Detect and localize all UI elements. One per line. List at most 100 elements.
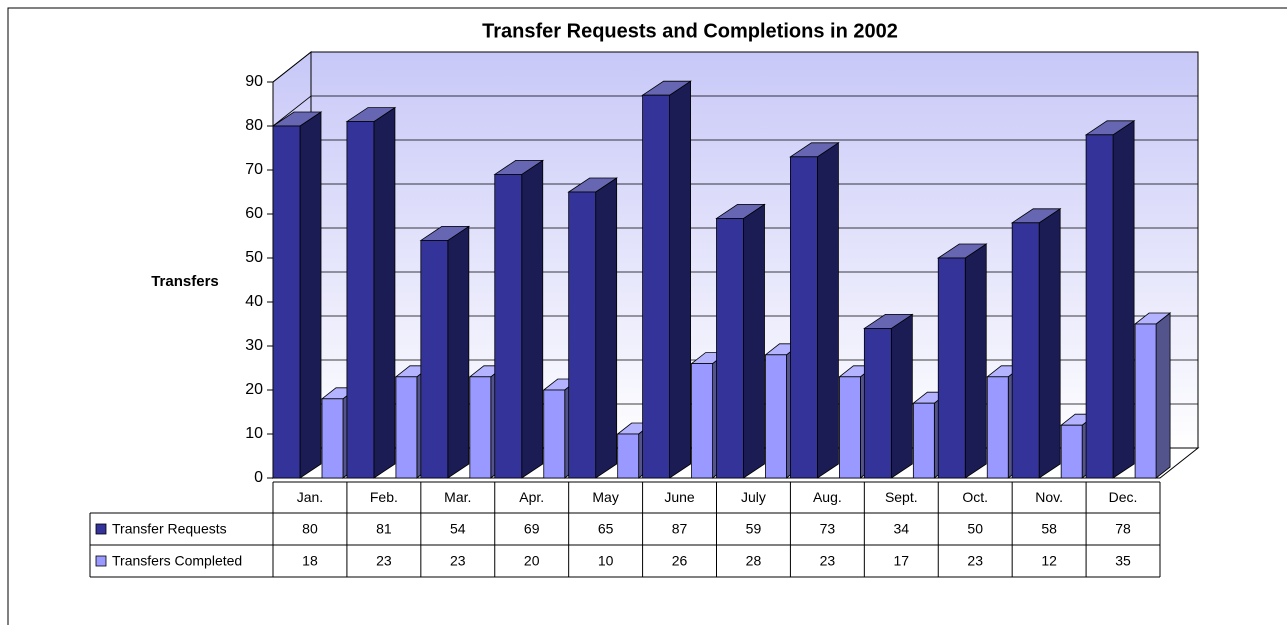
bar-front: [937, 257, 966, 479]
y-tick-label: 20: [245, 381, 263, 398]
bar: [567, 177, 618, 479]
table-value: 78: [1115, 521, 1131, 537]
data-table: Jan. 80 18 Feb. 81 23 Mar. 54 23 Apr. 69 20 May 65 10 J…: [89, 481, 1161, 578]
legend-swatch: [95, 555, 107, 567]
table-value: 50: [967, 521, 983, 537]
x-tick-label: Feb.: [370, 489, 398, 505]
x-tick-label: Dec.: [1109, 489, 1138, 505]
table-value: 69: [524, 521, 540, 537]
bar-side: [964, 243, 987, 479]
bar: [493, 159, 545, 479]
bar-front: [765, 354, 787, 479]
bar-front: [568, 191, 597, 479]
y-tick-label: 30: [245, 337, 263, 354]
x-tick-label: May: [592, 489, 618, 505]
bar-side: [521, 159, 544, 479]
bar: [419, 225, 471, 479]
table-value: 59: [746, 521, 762, 537]
bar-side: [1112, 120, 1135, 479]
bar-front: [346, 121, 375, 479]
bar: [789, 142, 840, 479]
table-value: 87: [672, 521, 688, 537]
bar-side: [1155, 312, 1171, 479]
bar-front: [272, 125, 301, 479]
x-tick-label: Apr.: [519, 489, 544, 505]
bar-front: [642, 94, 670, 479]
bar-front: [1060, 424, 1083, 479]
table-value: 34: [894, 521, 910, 537]
y-tick-label: 90: [245, 73, 263, 90]
table-value: 54: [450, 521, 466, 537]
x-tick-label: July: [741, 489, 766, 505]
table-value: 28: [746, 553, 762, 569]
y-tick-label: 50: [245, 249, 263, 266]
table-value: 35: [1115, 553, 1131, 569]
bar: [1133, 312, 1172, 479]
bar: [641, 80, 692, 479]
bar: [1084, 120, 1136, 479]
bar-front: [469, 376, 492, 479]
table-value: 73: [820, 521, 836, 537]
bar-front: [617, 433, 640, 479]
table-value: 17: [894, 553, 910, 569]
bar-front: [790, 156, 818, 479]
x-tick-label: Oct.: [962, 489, 988, 505]
bar-front: [420, 239, 449, 479]
table-value: 23: [820, 553, 836, 569]
x-tick-label: Sept.: [885, 489, 918, 505]
bar-front: [863, 327, 892, 479]
bar-front: [395, 376, 418, 479]
bar-front: [986, 376, 1009, 479]
table-value: 20: [524, 553, 540, 569]
bar-side: [890, 313, 913, 479]
table-value: 23: [450, 553, 466, 569]
bar-front: [839, 376, 861, 479]
y-tick-label: 10: [245, 425, 263, 442]
chart-frame: [7, 7, 1287, 625]
bar-front: [321, 398, 344, 479]
table-value: 65: [598, 521, 614, 537]
table-value: 18: [302, 553, 318, 569]
y-tick-label: 60: [245, 205, 263, 222]
legend-label: Transfers Completed: [112, 553, 242, 569]
bar-front: [543, 389, 566, 479]
bar: [715, 203, 766, 479]
x-tick-label: Jan.: [297, 489, 323, 505]
legend-swatch: [95, 523, 107, 535]
y-tick-label: 80: [245, 117, 263, 134]
table-value: 58: [1041, 521, 1057, 537]
y-axis-label: Transfers: [151, 273, 219, 290]
y-tick-label: 40: [245, 293, 263, 310]
x-tick-label: June: [664, 489, 695, 505]
bar-front: [912, 402, 935, 479]
table-value: 10: [598, 553, 614, 569]
bar-side: [743, 203, 765, 479]
x-tick-label: Nov.: [1035, 489, 1063, 505]
bar-front: [716, 217, 744, 479]
y-tick-label: 70: [245, 161, 263, 178]
bar: [271, 111, 323, 479]
bar-side: [299, 111, 322, 479]
x-tick-label: Aug.: [813, 489, 842, 505]
x-tick-label: Mar.: [444, 489, 471, 505]
bar-front: [494, 173, 523, 479]
plot-area: 0 10 20 30 40 50 60 70 80 90: [245, 50, 1200, 486]
table-value: 26: [672, 553, 688, 569]
table-value: 23: [376, 553, 392, 569]
bar-side: [1038, 208, 1061, 479]
bar-front: [1085, 134, 1114, 479]
bar-side: [373, 106, 396, 479]
bar-side: [669, 80, 691, 479]
bar-side: [595, 177, 618, 479]
bar: [936, 243, 988, 479]
table-value: 80: [302, 521, 318, 537]
table-value: 81: [376, 521, 392, 537]
y-tick-label: 0: [254, 469, 263, 486]
bar-side: [447, 225, 470, 479]
bar-side: [817, 142, 839, 479]
grid-line: [272, 51, 1198, 83]
bar-front: [1134, 323, 1157, 479]
bar: [1010, 208, 1062, 479]
bar-front: [691, 363, 713, 479]
